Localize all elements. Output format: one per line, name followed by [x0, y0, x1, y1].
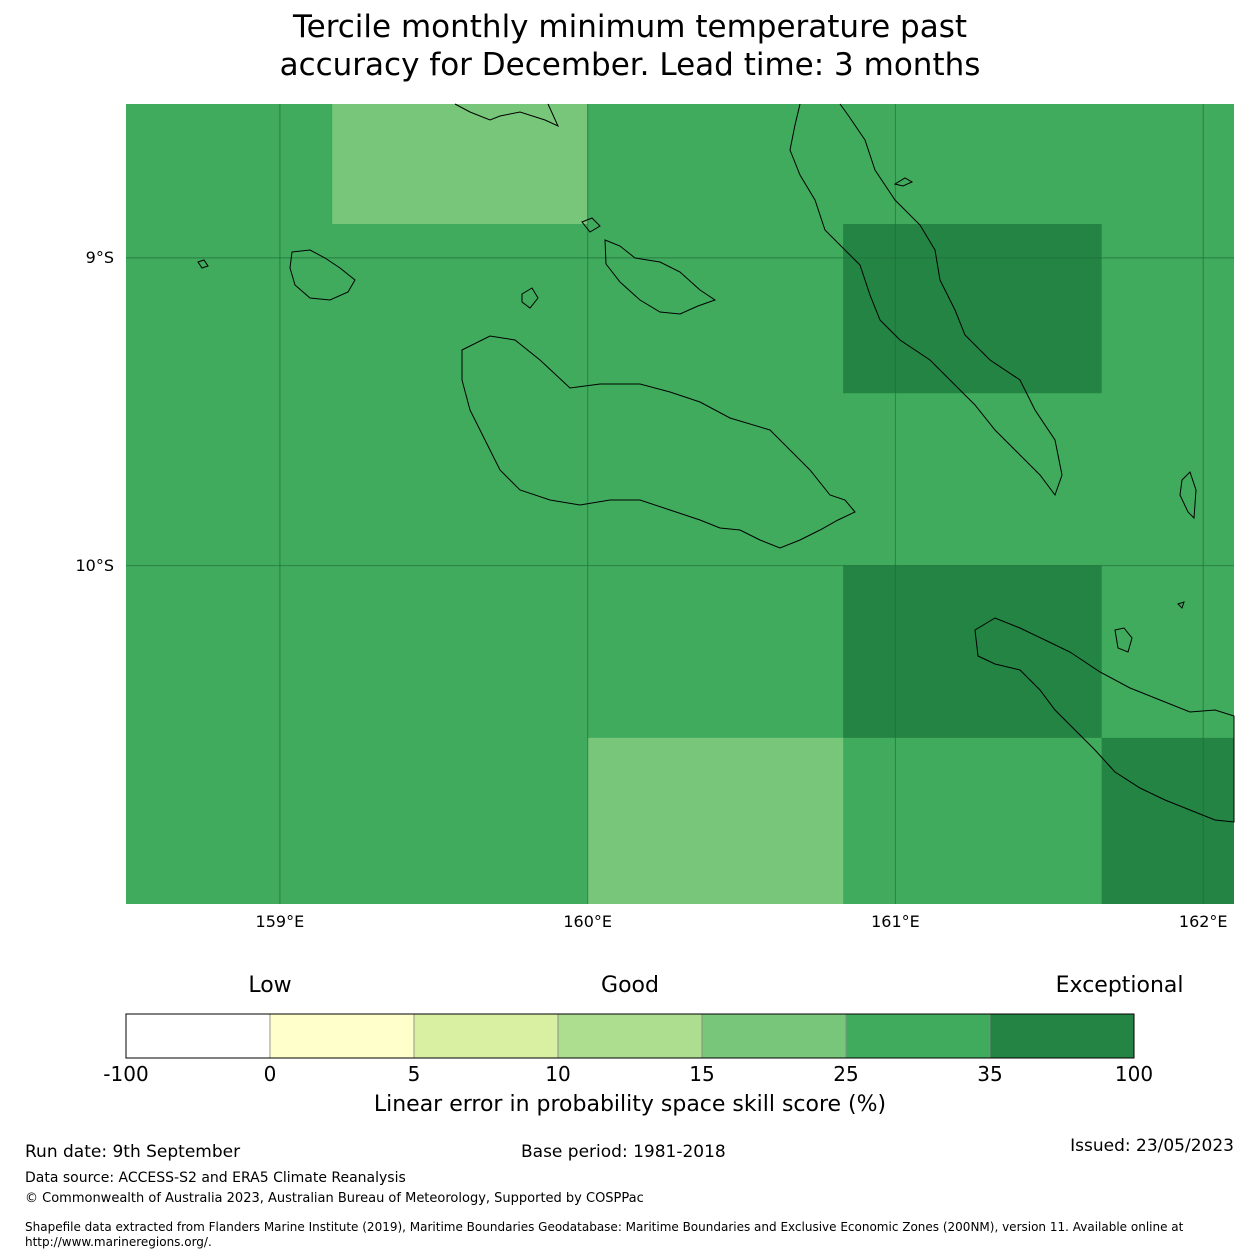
data-source: Data source: ACCESS-S2 and ERA5 Climate … — [25, 1170, 406, 1186]
lat-tick-label: 9°S — [85, 247, 114, 267]
shapefile-credit: Shapefile data extracted from Flanders M… — [25, 1220, 1184, 1249]
colorbar-tick-label: 15 — [689, 1062, 715, 1086]
coastline-guadalcanal — [461, 335, 856, 549]
legend-category-label: Exceptional — [1055, 973, 1184, 998]
coastline-islet-3 — [197, 259, 209, 269]
coastline-makira — [974, 617, 1235, 823]
issued-date: Issued: 23/05/2023 — [1070, 1136, 1234, 1156]
coastline-islet-2 — [581, 217, 601, 233]
grid-cell-3 — [587, 737, 844, 904]
legend-category-label: Low — [248, 973, 292, 998]
colorbar-tick-label: 35 — [977, 1062, 1003, 1086]
grid-cell-4 — [1101, 737, 1234, 904]
base-period: Base period: 1981-2018 — [521, 1142, 726, 1162]
colorbar-tick-label: 100 — [1114, 1062, 1154, 1086]
run-date: Run date: 9th September — [25, 1142, 241, 1162]
grid-cells — [126, 104, 1234, 904]
lon-tick-label: 160°E — [563, 912, 612, 931]
colorbar-segment-1 — [269, 1013, 415, 1059]
coastline-santa-isabel — [789, 103, 1063, 497]
grid-cell-2 — [843, 565, 1102, 738]
colorbar-segments — [125, 1013, 1135, 1059]
lon-tick-label: 159°E — [255, 912, 305, 931]
colorbar-label: Linear error in probability space skill … — [373, 1092, 887, 1117]
coastline-islet-4 — [1177, 601, 1185, 609]
skill-score-map — [126, 103, 1235, 904]
coastline-savo — [521, 287, 539, 309]
lon-tick-label: 162°E — [1178, 912, 1228, 931]
colorbar-tick-label: 5 — [407, 1062, 421, 1086]
coastline-russell-islands — [289, 249, 356, 301]
grid-cell-0 — [332, 104, 588, 224]
coastline-ulawa — [1114, 627, 1133, 653]
copyright: © Commonwealth of Australia 2023, Austra… — [25, 1191, 644, 1206]
colorbar-segment-4 — [701, 1013, 847, 1059]
coastlines — [197, 103, 1235, 823]
colorbar — [125, 1013, 1135, 1059]
lon-tick-label: 161°E — [871, 912, 920, 931]
map-title-line-2: accuracy for December. Lead time: 3 mont… — [279, 47, 981, 83]
legend-category-label: Good — [601, 973, 659, 998]
lat-tick-label: 10°S — [75, 555, 114, 575]
colorbar-tick-label: 0 — [263, 1062, 277, 1086]
coastline-islet — [893, 177, 914, 187]
grid-cell-1 — [843, 224, 1102, 394]
colorbar-tick-label: -100 — [103, 1062, 149, 1086]
map-title-line-1: Tercile monthly minimum temperature past — [292, 9, 968, 45]
colorbar-frame — [125, 1013, 1135, 1059]
colorbar-segment-5 — [845, 1013, 991, 1059]
colorbar-segment-2 — [413, 1013, 559, 1059]
colorbar-tick-label: 25 — [833, 1062, 859, 1086]
colorbar-segment-0 — [125, 1013, 271, 1059]
colorbar-segment-6 — [989, 1013, 1135, 1059]
colorbar-segment-3 — [557, 1013, 703, 1059]
colorbar-tick-label: 10 — [545, 1062, 571, 1086]
coastline-northwest-islands — [454, 103, 560, 128]
coastline-nggela — [604, 239, 717, 315]
coastline-malaita-tip — [1179, 471, 1197, 520]
